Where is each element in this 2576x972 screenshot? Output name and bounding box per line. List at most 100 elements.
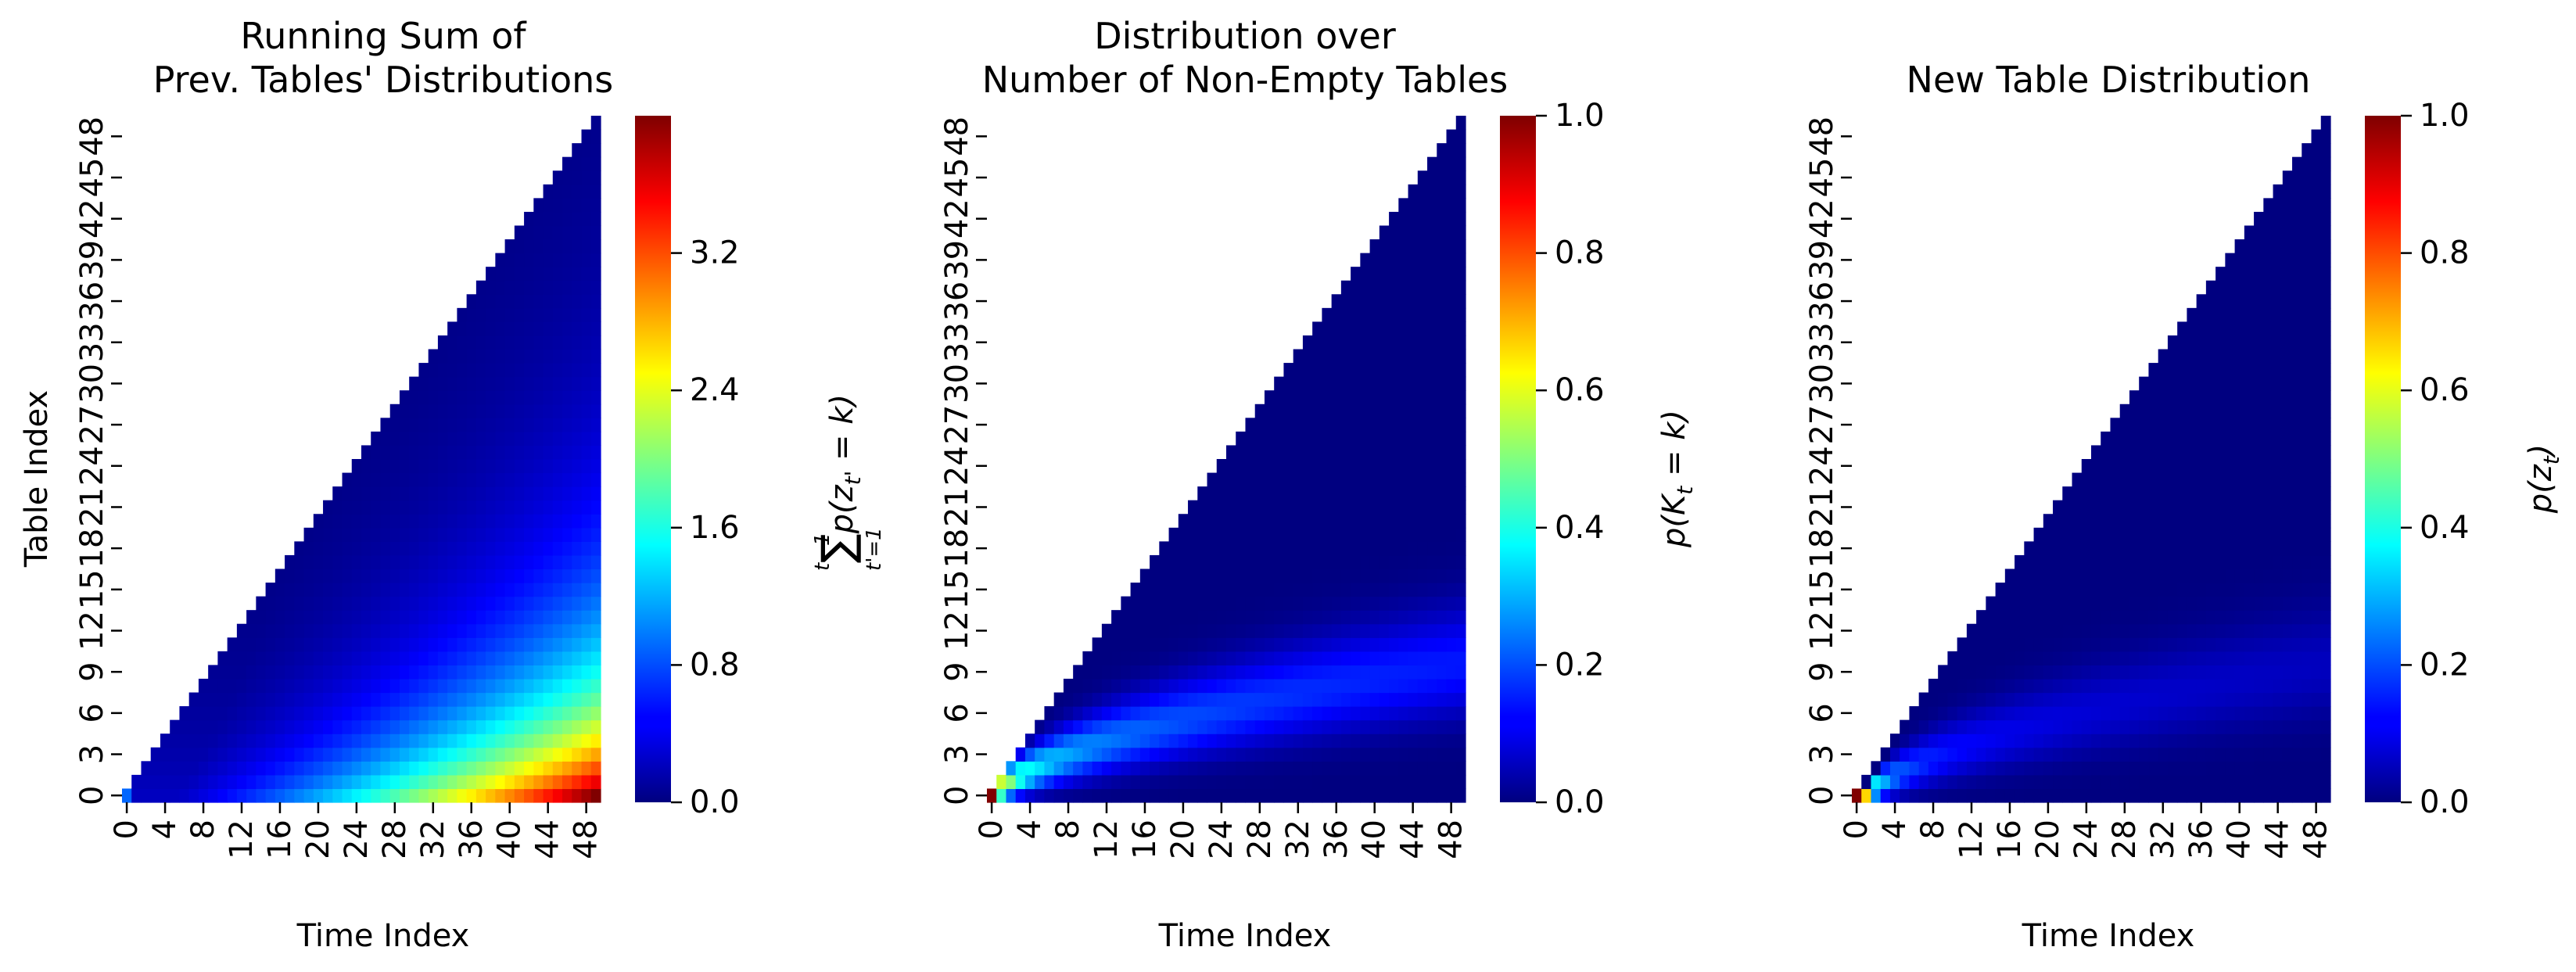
heatmap-cell xyxy=(1168,554,1179,570)
heatmap-cell xyxy=(1369,527,1380,542)
heatmap-cell xyxy=(2205,390,2216,405)
heatmap-cell xyxy=(1408,665,1419,680)
heatmap-cell xyxy=(2263,225,2274,240)
heatmap-cell xyxy=(256,774,267,790)
heatmap-cell xyxy=(2119,514,2130,529)
heatmap-cell xyxy=(409,431,420,447)
heatmap-cell xyxy=(1331,637,1342,652)
heatmap-cell xyxy=(504,321,515,336)
heatmap-cell xyxy=(590,678,601,694)
heatmap-cell xyxy=(1369,472,1380,487)
heatmap-cell xyxy=(572,610,583,625)
heatmap-cell xyxy=(2225,390,2236,405)
heatmap-cell xyxy=(1427,225,1437,240)
heatmap-cell xyxy=(552,747,563,762)
heatmap-cell xyxy=(1417,198,1428,213)
x-tick-label: 40 xyxy=(2222,820,2258,859)
heatmap-cell xyxy=(2263,472,2274,487)
heatmap-cell xyxy=(1446,514,1457,529)
heatmap-cell xyxy=(323,610,333,625)
heatmap-cell xyxy=(1044,733,1055,748)
y-tick-label: 48 xyxy=(74,117,110,156)
heatmap-cell xyxy=(1455,184,1466,199)
heatmap-cell xyxy=(1455,788,1466,803)
heatmap-cell xyxy=(2244,651,2255,665)
heatmap-cell xyxy=(1427,280,1437,295)
heatmap-cell xyxy=(246,665,257,680)
heatmap-cell xyxy=(2273,390,2284,405)
heatmap-cell xyxy=(572,678,583,694)
heatmap-cell xyxy=(256,719,267,734)
heatmap-cell xyxy=(1053,747,1064,762)
heatmap-cell xyxy=(552,761,563,776)
heatmap-cell xyxy=(1437,761,1448,776)
heatmap-cell xyxy=(1995,610,2006,625)
heatmap-cell xyxy=(466,335,477,350)
y-tick-label: 33 xyxy=(1804,322,1840,362)
heatmap-cell xyxy=(409,692,420,707)
heatmap-cell xyxy=(2101,774,2111,790)
heatmap-cell xyxy=(590,692,601,707)
heatmap-cell xyxy=(1446,267,1457,282)
heatmap-cell xyxy=(2196,431,2207,447)
heatmap-cell xyxy=(2043,761,2054,776)
heatmap-cell xyxy=(524,623,534,638)
heatmap-cell xyxy=(1437,527,1448,542)
heatmap-cell xyxy=(590,294,601,309)
heatmap-cell xyxy=(1254,418,1265,432)
heatmap-cell xyxy=(1283,637,1294,652)
heatmap-cell xyxy=(514,678,525,694)
heatmap-cell xyxy=(2091,692,2101,707)
heatmap-cell xyxy=(1351,774,1361,790)
heatmap-cell xyxy=(428,637,439,652)
heatmap-cell xyxy=(2311,129,2322,144)
heatmap-cell xyxy=(351,651,362,665)
heatmap-cell xyxy=(437,678,448,694)
heatmap-cell xyxy=(2119,692,2130,707)
heatmap-cell xyxy=(1293,514,1304,529)
heatmap-cell xyxy=(1360,747,1371,762)
heatmap-cell xyxy=(1455,129,1466,144)
heatmap-cell xyxy=(2177,390,2187,405)
heatmap-cell xyxy=(2292,390,2302,405)
heatmap-cell xyxy=(399,541,410,556)
heatmap-cell xyxy=(1245,623,1256,638)
heatmap-cell xyxy=(2225,610,2236,625)
heatmap-cell xyxy=(1322,761,1333,776)
heatmap-cell xyxy=(313,692,324,707)
heatmap-cell xyxy=(2081,747,2092,762)
heatmap-cell xyxy=(2292,527,2302,542)
heatmap-cell xyxy=(1331,363,1342,378)
heatmap-cell xyxy=(2101,514,2111,529)
heatmap-cell xyxy=(495,514,506,529)
heatmap-cell xyxy=(2320,459,2331,474)
colorbar-gradient xyxy=(1500,116,1536,802)
heatmap-cell xyxy=(533,349,544,364)
heatmap-cell xyxy=(572,225,583,240)
heatmap-cell xyxy=(1264,431,1275,447)
heatmap-cell xyxy=(2053,788,2063,803)
heatmap-cell xyxy=(495,307,506,322)
heatmap-cell xyxy=(1455,583,1466,597)
heatmap-cell xyxy=(2177,747,2187,762)
heatmap-cell xyxy=(1446,472,1457,487)
heatmap-cell xyxy=(351,761,362,776)
heatmap-cell xyxy=(1360,267,1371,282)
heatmap-cell xyxy=(1351,267,1361,282)
heatmap-cell xyxy=(1379,706,1390,721)
heatmap-cell xyxy=(2254,527,2264,542)
heatmap-cell xyxy=(475,583,486,597)
heatmap-cell xyxy=(2072,733,2083,748)
heatmap-cell xyxy=(389,568,400,583)
heatmap-cell xyxy=(1351,541,1361,556)
heatmap-cell xyxy=(590,376,601,391)
heatmap-cell xyxy=(1398,486,1409,501)
heatmap-cell xyxy=(2139,788,2150,803)
heatmap-cell xyxy=(1957,706,1968,721)
heatmap-cell xyxy=(2015,596,2025,611)
heatmap-cell xyxy=(466,568,477,583)
heatmap-cell xyxy=(1331,486,1342,501)
heatmap-cell xyxy=(2062,651,2073,665)
heatmap-cell xyxy=(1216,692,1227,707)
heatmap-cell xyxy=(1312,514,1322,529)
